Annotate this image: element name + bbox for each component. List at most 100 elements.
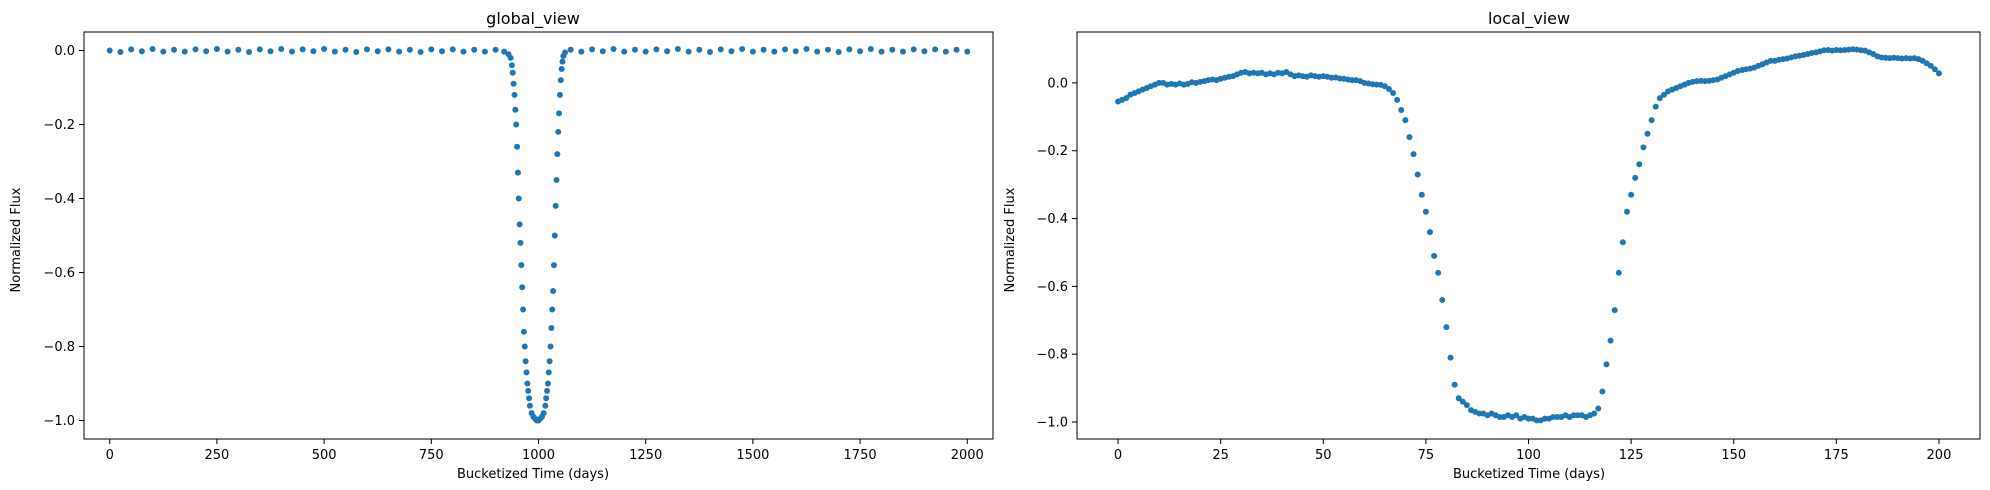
local-view-data-point: [1935, 70, 1942, 77]
local-view-data-point: [1455, 395, 1462, 402]
global-view-data-point: [932, 46, 939, 53]
local-view-data-point: [1644, 130, 1651, 137]
global-view-y-tick-label: −1.0: [43, 414, 75, 429]
global-view-data-point: [518, 262, 525, 269]
local-view-data-point: [1550, 413, 1557, 420]
global-view-data-point: [803, 46, 810, 53]
global-view-data-point: [235, 46, 242, 53]
global-view-data-point: [557, 77, 564, 84]
local-view-data-point: [1418, 191, 1425, 198]
local-view-data-point: [1443, 324, 1450, 331]
local-view-data-point: [1591, 410, 1598, 417]
global-view-data-point: [555, 128, 562, 135]
local-view-x-tick-label: 150: [1721, 448, 1746, 463]
global-view-data-point: [551, 232, 558, 239]
global-view-data-point: [782, 46, 789, 53]
local-view-data-point: [1349, 77, 1355, 84]
local-view-data-point: [1927, 62, 1934, 69]
global-view-data-point: [524, 380, 531, 387]
global-view-data-point: [846, 46, 853, 53]
global-view-y-tick-label: 0.0: [54, 44, 75, 59]
global-view-data-point: [942, 48, 949, 55]
global-view-x-tick-label: 2000: [951, 448, 984, 463]
global-view-data-point: [449, 46, 456, 53]
global-view-data-point: [664, 48, 671, 55]
global-view-data-point: [589, 46, 596, 53]
global-view-data-point: [492, 46, 499, 53]
global-view-data-point: [631, 46, 638, 53]
global-view-data-point: [246, 48, 253, 55]
global-view-data-point: [417, 48, 424, 55]
global-view-data-point: [559, 58, 566, 65]
global-view-data-point: [749, 48, 756, 55]
global-view-points: [106, 46, 971, 424]
global-view-data-point: [610, 46, 617, 53]
global-view-data-point: [674, 46, 681, 53]
global-view-data-point: [385, 46, 392, 53]
global-view-data-point: [171, 46, 178, 53]
local-view-data-point: [1459, 398, 1466, 405]
global-view-data-point: [578, 48, 585, 55]
global-view-x-tick-label: 1500: [736, 448, 769, 463]
global-view-data-point: [889, 46, 896, 53]
local-view-x-tick-label: 75: [1418, 448, 1435, 463]
local-view-y-tick-label: −0.2: [1036, 144, 1068, 159]
global-view-data-point: [696, 46, 703, 53]
local-view-data-point: [1607, 337, 1614, 344]
global-view-y-tick-label: −0.6: [43, 266, 75, 281]
global-view-data-point: [835, 48, 842, 55]
global-view-data-point: [117, 48, 124, 55]
global-view-data-point: [396, 48, 403, 55]
global-view-data-point: [519, 284, 526, 291]
local-view-data-point: [1435, 269, 1442, 276]
local-view-ylabel: Normalized Flux: [1003, 187, 1018, 292]
global-view-data-point: [814, 48, 821, 55]
global-view-data-point: [550, 262, 557, 269]
global-view-data-point: [653, 46, 660, 53]
local-view-data-point: [1554, 413, 1561, 420]
global-view-data-point: [192, 46, 199, 53]
local-view-data-point: [1628, 191, 1635, 198]
global-view-data-point: [549, 306, 556, 313]
global-view-data-point: [508, 62, 515, 69]
local-view-panel: local_view Bucketized Time (days) Normal…: [1003, 9, 1981, 482]
local-view-x-tick-label: 50: [1315, 448, 1332, 463]
local-view-data-point: [1611, 307, 1618, 314]
global-view-data-point: [511, 91, 518, 98]
global-view-data-point: [739, 46, 746, 53]
global-view-data-point: [512, 106, 519, 113]
global-view-data-point: [910, 46, 917, 53]
global-view-data-point: [521, 343, 528, 350]
global-view-data-point: [522, 358, 529, 365]
global-view-data-point: [899, 48, 906, 55]
local-view-data-point: [1533, 417, 1540, 424]
global-view-data-point: [953, 46, 960, 53]
local-view-data-point: [1463, 402, 1470, 409]
global-view-data-point: [556, 110, 563, 117]
global-view-data-point: [160, 48, 167, 55]
global-view-data-point: [556, 91, 563, 98]
global-view-data-point: [213, 46, 220, 53]
global-view-data-point: [106, 47, 113, 54]
global-view-data-point: [299, 46, 306, 53]
global-view-data-point: [760, 46, 767, 53]
global-view-data-point: [728, 48, 735, 55]
global-view-data-point: [428, 46, 435, 53]
local-view-data-point: [1574, 412, 1581, 419]
local-view-data-point: [1652, 103, 1659, 110]
global-view-data-point: [707, 48, 714, 55]
local-view-data-point: [1640, 144, 1647, 151]
global-view-data-point: [792, 48, 799, 55]
global-view-title: global_view: [486, 9, 580, 29]
global-view-data-point: [203, 48, 210, 55]
local-view-data-point: [1541, 415, 1548, 422]
local-view-data-point: [1390, 90, 1397, 97]
global-view-data-point: [526, 402, 533, 409]
local-view-data-point: [1570, 412, 1577, 419]
local-view-title: local_view: [1488, 9, 1570, 29]
local-view-frame: [1076, 31, 1981, 440]
local-view-y-tick-label: −0.4: [1036, 212, 1068, 227]
global-view-xlabel: Bucketized Time (days): [457, 467, 609, 482]
global-view-data-point: [599, 48, 606, 55]
